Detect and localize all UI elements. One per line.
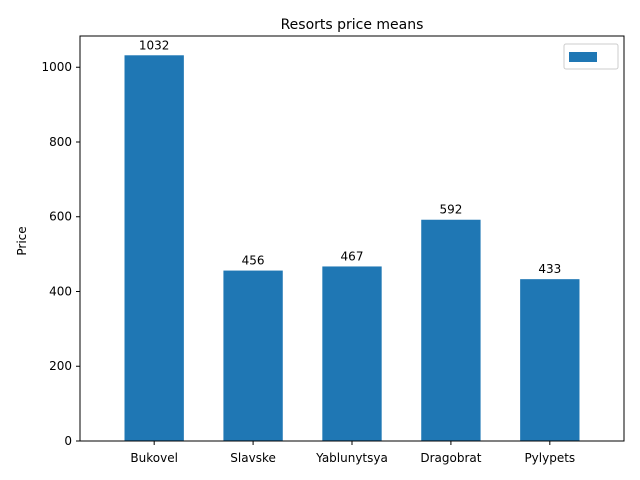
bar-labels-group: 1032 456 467 592 433: [139, 38, 561, 276]
y-axis-ticks: 0 200 400 600 800 1000: [41, 60, 80, 448]
bar-slavske: [223, 270, 283, 441]
y-tick-label: 1000: [41, 60, 72, 74]
x-tick-label: Bukovel: [130, 451, 178, 465]
bar-value-label: 456: [242, 254, 265, 268]
bar-value-label: 592: [439, 203, 462, 217]
y-axis-label: Price: [15, 226, 29, 255]
bar-value-label: 467: [341, 249, 364, 263]
plot-frame: [79, 35, 625, 442]
bar-pylypets: [520, 279, 580, 441]
chart-title: Resorts price means: [281, 17, 424, 33]
x-tick-label: Yablunytsya: [315, 451, 388, 465]
y-tick-label: 0: [64, 434, 72, 448]
bar-value-label: 433: [538, 262, 561, 276]
bar-dragobrat: [421, 219, 481, 441]
legend: [563, 43, 619, 70]
legend-swatch: [569, 52, 597, 62]
x-tick-label: Dragobrat: [420, 451, 481, 465]
x-tick-label: Slavske: [230, 451, 276, 465]
bar-value-label: 1032: [139, 38, 170, 52]
bars-group: [124, 55, 580, 442]
y-tick-label: 200: [49, 359, 72, 373]
x-tick-label: Pylypets: [524, 451, 575, 465]
y-tick-label: 600: [49, 210, 72, 224]
x-axis-ticks: Bukovel Slavske Yablunytsya Dragobrat Pylype…: [130, 441, 575, 465]
y-tick-label: 800: [49, 135, 72, 149]
bar-yablunytsya: [322, 266, 382, 441]
bar-bukovel: [124, 55, 184, 442]
y-tick-label: 400: [49, 284, 72, 298]
